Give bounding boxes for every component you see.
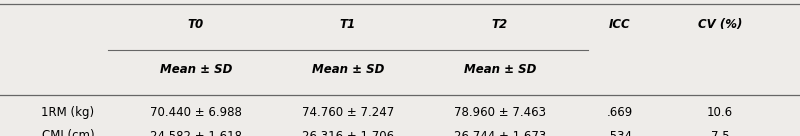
- Text: 70.440 ± 6.988: 70.440 ± 6.988: [150, 106, 242, 119]
- Text: 74.760 ± 7.247: 74.760 ± 7.247: [302, 106, 394, 119]
- Text: ICC: ICC: [609, 18, 631, 31]
- Text: Mean ± SD: Mean ± SD: [464, 63, 536, 76]
- Text: CMJ (cm): CMJ (cm): [42, 129, 94, 136]
- Text: 26.744 ± 1.673: 26.744 ± 1.673: [454, 129, 546, 136]
- Text: .534: .534: [607, 129, 633, 136]
- Text: Mean ± SD: Mean ± SD: [160, 63, 232, 76]
- Text: T1: T1: [340, 18, 356, 31]
- Text: 78.960 ± 7.463: 78.960 ± 7.463: [454, 106, 546, 119]
- Text: Mean ± SD: Mean ± SD: [312, 63, 384, 76]
- Text: .669: .669: [607, 106, 633, 119]
- Text: CV (%): CV (%): [698, 18, 742, 31]
- Text: 24.582 ± 1.618: 24.582 ± 1.618: [150, 129, 242, 136]
- Text: T0: T0: [188, 18, 204, 31]
- Text: 7.5: 7.5: [710, 129, 730, 136]
- Text: 10.6: 10.6: [707, 106, 733, 119]
- Text: 1RM (kg): 1RM (kg): [42, 106, 94, 119]
- Text: 26.316 ± 1.706: 26.316 ± 1.706: [302, 129, 394, 136]
- Text: T2: T2: [492, 18, 508, 31]
